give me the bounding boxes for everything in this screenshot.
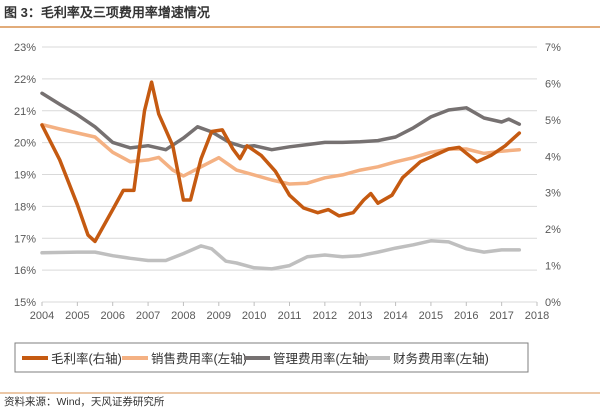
x-axis: 2004 2005 2006 2007 2008 2009 2010 2011 2012 2013… bbox=[30, 302, 549, 322]
legend-label-3: 财务费用率(左轴) bbox=[393, 351, 489, 366]
legend-label-2: 管理费用率(左轴) bbox=[273, 351, 369, 366]
right-tick-label: 0% bbox=[545, 297, 561, 309]
x-tick-label: 2006 bbox=[100, 310, 124, 322]
x-tick-label: 2012 bbox=[313, 310, 337, 322]
left-tick-label: 19% bbox=[14, 170, 36, 182]
left-tick-label: 22% bbox=[14, 74, 36, 86]
right-tick-label: 4% bbox=[545, 151, 561, 163]
left-tick-label: 17% bbox=[14, 233, 36, 245]
series-line-1 bbox=[40, 122, 522, 186]
right-tick-label: 5% bbox=[545, 115, 561, 127]
x-tick-label: 2009 bbox=[207, 310, 231, 322]
left-tick-label: 15% bbox=[14, 297, 36, 309]
chart-title: 图 3：毛利率及三项费用率增速情况 bbox=[4, 5, 210, 20]
x-tick-label: 2017 bbox=[489, 310, 513, 322]
right-tick-label: 2% bbox=[545, 224, 561, 236]
series-line-2 bbox=[40, 91, 522, 152]
right-tick-label: 3% bbox=[545, 188, 561, 200]
x-tick-label: 2014 bbox=[383, 310, 407, 322]
right-tick-label: 7% bbox=[545, 42, 561, 54]
left-tick-label: 23% bbox=[14, 42, 36, 54]
left-tick-label: 16% bbox=[14, 265, 36, 277]
x-tick-label: 2013 bbox=[348, 310, 372, 322]
source-note: 资料来源：Wind，天风证券研究所 bbox=[4, 395, 165, 408]
legend-box bbox=[14, 342, 529, 373]
x-tick-label: 2018 bbox=[525, 310, 549, 322]
x-tick-label: 2004 bbox=[30, 310, 54, 322]
legend: 毛利率(右轴) 销售费用率(左轴) 管理费用率(左轴) 财务费用率(左轴) bbox=[22, 351, 489, 366]
series-lines bbox=[40, 80, 522, 271]
left-tick-label: 21% bbox=[14, 106, 36, 118]
legend-label-1: 销售费用率(左轴) bbox=[151, 351, 247, 366]
left-tick-label: 20% bbox=[14, 138, 36, 150]
x-tick-label: 2010 bbox=[242, 310, 266, 322]
right-tick-label: 1% bbox=[545, 261, 561, 273]
right-tick-label: 6% bbox=[545, 78, 561, 90]
x-tick-label: 2005 bbox=[65, 310, 89, 322]
gridlines bbox=[42, 46, 537, 303]
right-axis: 0% 1% 2% 3% 4% 5% 6% 7% bbox=[545, 42, 561, 309]
x-tick-label: 2007 bbox=[136, 310, 160, 322]
left-axis: 15% 16% 17% 18% 19% 20% 21% 22% 23% bbox=[14, 42, 36, 309]
series-line-3 bbox=[40, 239, 522, 271]
legend-label-0: 毛利率(右轴) bbox=[51, 351, 122, 366]
series-line-0 bbox=[40, 80, 522, 244]
x-tick-label: 2011 bbox=[278, 310, 302, 322]
x-tick-label: 2008 bbox=[171, 310, 195, 322]
x-tick-label: 2015 bbox=[419, 310, 443, 322]
x-tick-label: 2016 bbox=[454, 310, 478, 322]
left-tick-label: 18% bbox=[14, 201, 36, 213]
